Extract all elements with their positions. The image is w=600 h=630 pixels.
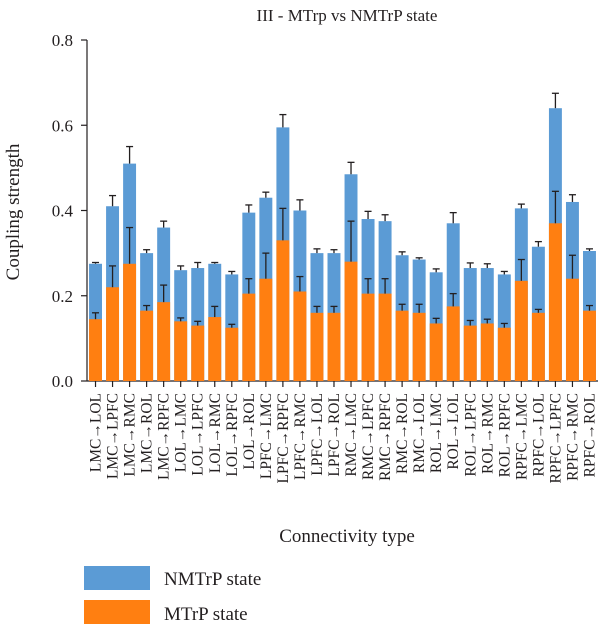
x-tick-label: LPFC→LOL [309, 393, 326, 476]
bar-mtrp [293, 291, 307, 381]
x-tick-label: LOL→LPFC [190, 393, 207, 476]
bar-mtrp [378, 293, 392, 381]
x-tick-label: LMC→ROL [139, 393, 156, 473]
bar-mtrp [548, 223, 562, 381]
bar-mtrp [123, 263, 137, 381]
x-tick-label: LMC→RPFC [156, 393, 173, 480]
bar-mtrp [583, 310, 596, 381]
bar-mtrp [497, 327, 511, 381]
bar-mtrp [242, 293, 256, 381]
x-tick-label: RMC→ROL [394, 393, 411, 474]
bar-mtrp [327, 312, 341, 381]
y-tick-label: 0.4 [52, 202, 74, 221]
x-tick-label: LMC→LPFC [105, 393, 122, 479]
bar-mtrp [106, 287, 120, 381]
x-tick-label: LPFC→RMC [292, 393, 309, 480]
x-tick-label: LOL→RPFC [224, 393, 241, 477]
legend-swatch-mtrp [84, 600, 150, 624]
bar-mtrp [412, 312, 426, 381]
bar-mtrp [259, 278, 273, 381]
x-tick-label: RPFC→LOL [530, 393, 547, 477]
legend-label-nmtrp: NMTrP state [164, 569, 261, 590]
bar-mtrp [480, 323, 494, 381]
bar-mtrp [140, 310, 154, 381]
x-tick-label: LMC→LOL [88, 393, 105, 472]
y-tick-label: 0.0 [52, 372, 73, 391]
x-tick-label: LPFC→RPFC [275, 393, 292, 483]
x-tick-label: RPFC→LPFC [547, 393, 564, 483]
chart-title: III - MTrp vs NMTrP state [257, 6, 438, 25]
bar-mtrp [514, 280, 528, 381]
y-axis-title: Coupling strength [3, 143, 24, 280]
bar-mtrp [361, 293, 375, 381]
x-tick-label: RMC→LMC [343, 393, 360, 477]
x-tick-label: ROL→RPFC [496, 393, 513, 477]
bar-mtrp [531, 312, 545, 381]
x-tick-label: LOL→RMC [207, 393, 224, 473]
x-tick-label: LMC→RMC [122, 393, 139, 477]
bar-mtrp [276, 240, 290, 381]
legend: NMTrP state MTrP state [84, 566, 261, 625]
x-axis-title: Connectivity type [279, 526, 415, 547]
y-tick-label: 0.6 [52, 116, 73, 135]
bar-mtrp [395, 310, 409, 381]
x-tick-label: LOL→LMC [173, 393, 190, 472]
bar-mtrp [565, 278, 579, 381]
bar-mtrp [191, 325, 205, 381]
legend-label-mtrp: MTrP state [164, 604, 248, 625]
bar-mtrp [429, 323, 443, 381]
legend-swatch-nmtrp [84, 566, 150, 590]
bar-mtrp [225, 327, 239, 381]
x-tick-label: RPFC→RMC [564, 393, 581, 481]
x-tick-label: RMC→RPFC [377, 393, 394, 481]
y-tick-label: 0.2 [52, 287, 73, 306]
bar-mtrp [157, 302, 171, 381]
x-tick-label: LOL→ROL [241, 393, 258, 470]
x-tick-label: ROL→LMC [428, 393, 445, 473]
bar-mtrp [344, 261, 358, 381]
bar-mtrp [208, 317, 222, 381]
bar-mtrp [174, 321, 188, 381]
x-tick-label: LPFC→LMC [258, 393, 275, 479]
x-tick-label: RMC→LOL [411, 393, 428, 473]
x-tick-label: RPFC→LMC [513, 393, 530, 480]
bar-mtrp [446, 306, 460, 381]
x-tick-label: ROL→LOL [445, 393, 462, 470]
x-tick-label: ROL→RMC [479, 393, 496, 474]
x-tick-label: RPFC→ROL [581, 393, 598, 477]
bar-mtrp [89, 319, 102, 381]
x-tick-label: LPFC→ROL [326, 393, 343, 477]
x-tick-label: ROL→LPFC [462, 393, 479, 477]
bar-mtrp [310, 312, 324, 381]
x-tick-label: RMC→LPFC [360, 393, 377, 480]
bar-mtrp [463, 325, 477, 381]
y-tick-label: 0.8 [52, 31, 73, 50]
